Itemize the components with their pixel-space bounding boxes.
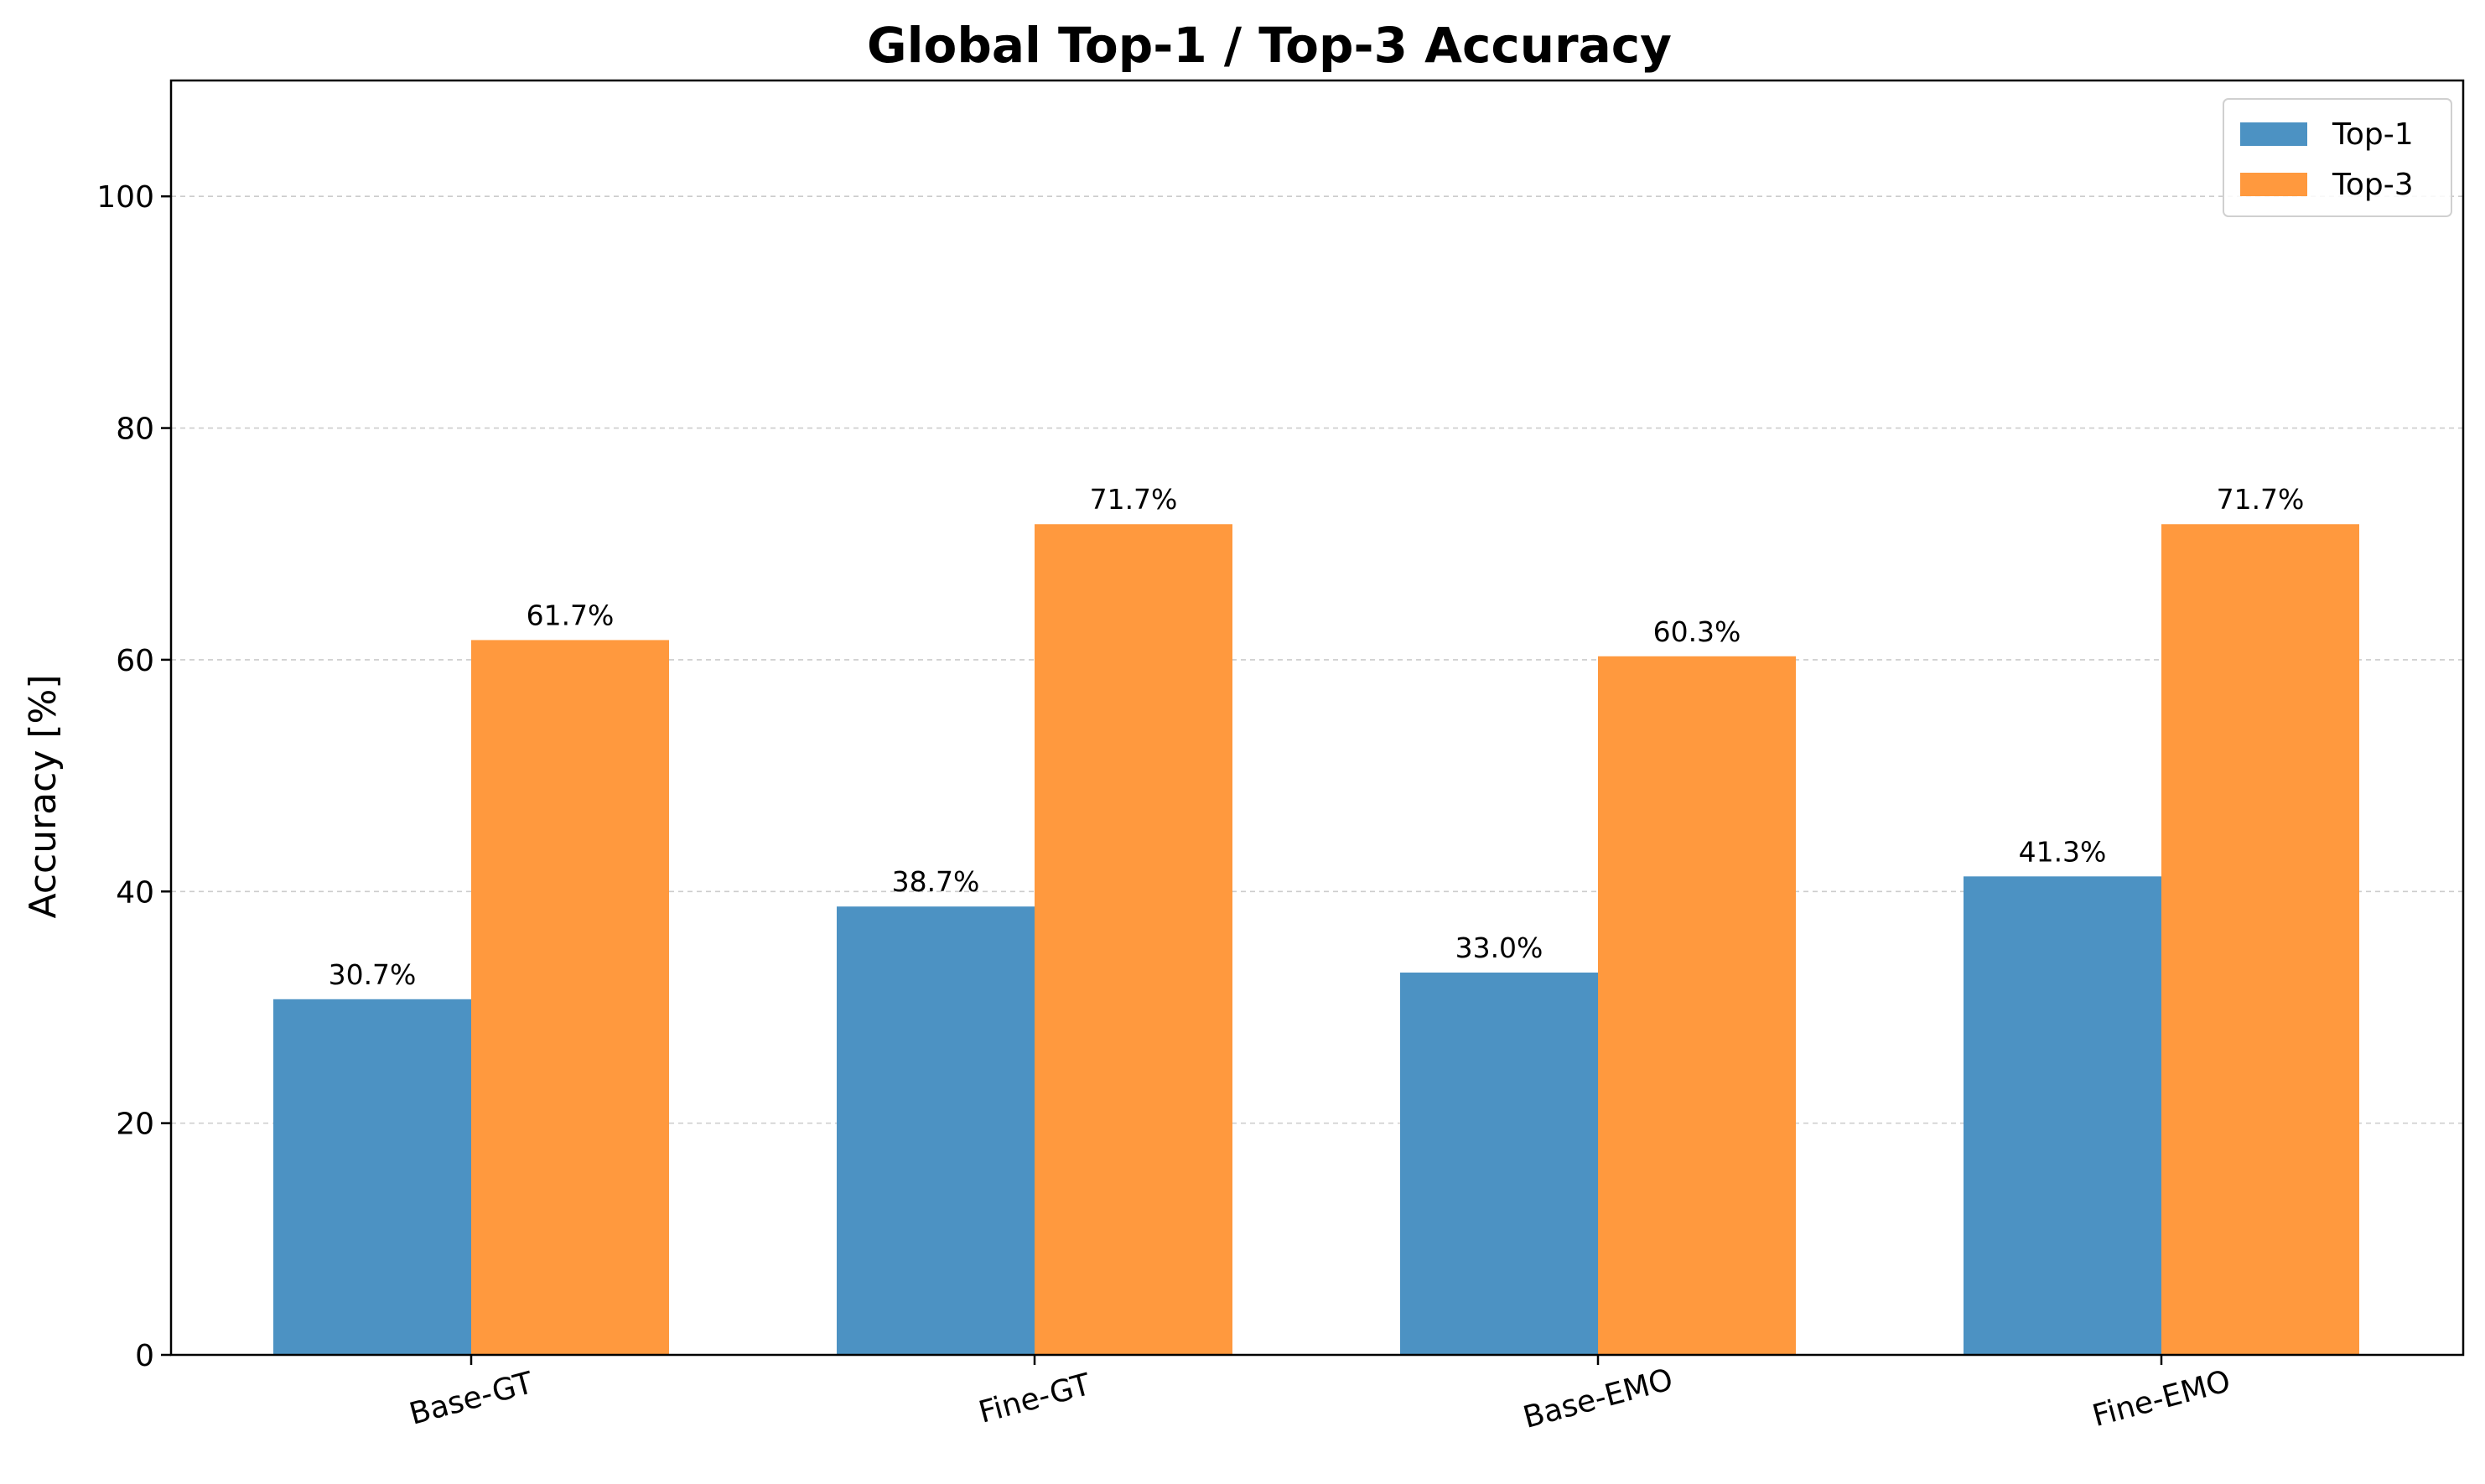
data-label-top-3-fine-emo: 71.7% [2217, 483, 2305, 516]
bar-top-3-fine-gt [1035, 524, 1232, 1355]
legend-swatch-top-3 [2240, 173, 2307, 196]
x-axis-ticks: Base-GT Fine-GT Base-EMO Fine-EMO [406, 1355, 2234, 1435]
y-tick-label-4: 80 [116, 413, 154, 447]
data-label-top-1-base-emo: 33.0% [1455, 931, 1543, 964]
data-label-top-1-base-gt: 30.7% [329, 958, 417, 991]
y-tick-label-5: 100 [96, 180, 154, 215]
y-tick-label-2: 40 [116, 875, 154, 910]
x-tick-label-3: Fine-EMO [2089, 1364, 2234, 1434]
bar-top-3-base-gt [471, 640, 669, 1355]
data-label-top-1-fine-gt: 38.7% [892, 865, 980, 898]
chart-title: Global Top-1 / Top-3 Accuracy [867, 17, 1672, 74]
legend-swatch-top-1 [2240, 122, 2307, 146]
bars [273, 524, 2359, 1355]
legend-label-top-1: Top-1 [2332, 117, 2414, 152]
data-label-top-3-base-gt: 61.7% [527, 599, 615, 631]
plot-frame [169, 79, 2465, 1357]
bar-top-1-base-gt [273, 999, 471, 1355]
data-labels: 30.7% 38.7% 33.0% 41.3% 61.7% 71.7% 60.3% 71.7% [329, 483, 2305, 991]
legend-label-top-3: Top-3 [2332, 168, 2414, 202]
x-tick-label-1: Fine-GT [975, 1367, 1095, 1430]
bar-top-3-fine-emo [2161, 524, 2359, 1355]
bar-top-1-fine-emo [1964, 876, 2161, 1355]
bar-top-1-base-emo [1400, 973, 1598, 1355]
bar-top-1-fine-gt [837, 906, 1035, 1355]
bar-top-3-base-emo [1598, 656, 1796, 1355]
x-tick-label-0: Base-GT [406, 1366, 537, 1432]
y-axis-label: Accuracy [%] [22, 674, 65, 918]
y-axis-ticks: 0 20 40 60 80 100 [96, 180, 171, 1373]
data-label-top-3-base-emo: 60.3% [1653, 615, 1741, 648]
legend: Top-1 Top-3 [2223, 98, 2452, 217]
data-label-top-1-fine-emo: 41.3% [2019, 835, 2107, 868]
data-label-top-3-fine-gt: 71.7% [1090, 483, 1178, 516]
x-tick-label-2: Base-EMO [1520, 1362, 1677, 1435]
y-tick-label-3: 60 [116, 644, 154, 678]
y-tick-label-1: 20 [116, 1108, 154, 1142]
y-tick-label-0: 0 [135, 1339, 154, 1373]
